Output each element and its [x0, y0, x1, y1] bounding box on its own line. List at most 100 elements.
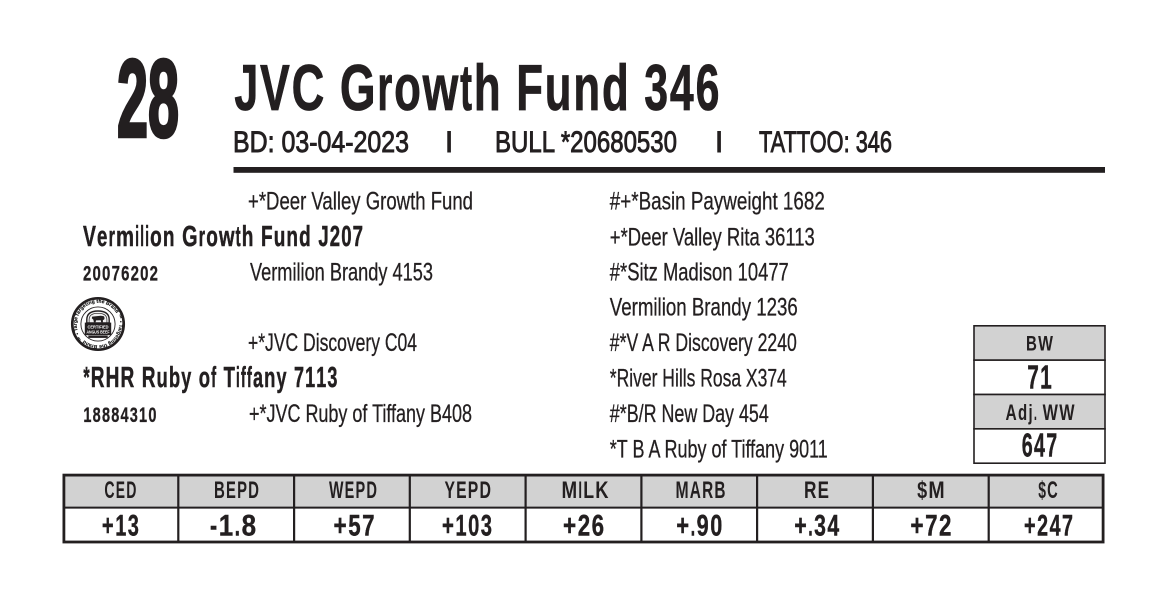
svg-text:+*Deer Valley Rita 36113: +*Deer Valley Rita 36113: [610, 224, 815, 252]
svg-text:r: r: [377, 51, 392, 124]
svg-text:f: f: [247, 362, 252, 394]
svg-text:+: +: [334, 510, 347, 543]
svg-text:7: 7: [112, 262, 120, 285]
svg-text:8: 8: [102, 404, 110, 427]
svg-text:.: .: [691, 510, 696, 543]
svg-text:I: I: [578, 477, 582, 504]
svg-text:W: W: [329, 477, 344, 504]
svg-text:J: J: [234, 51, 258, 124]
svg-text:D: D: [366, 477, 377, 504]
svg-text:R: R: [120, 362, 134, 394]
svg-text:2: 2: [150, 262, 158, 285]
svg-text:Y: Y: [444, 477, 454, 504]
svg-text:+: +: [794, 510, 807, 543]
svg-text:e: e: [97, 221, 107, 253]
svg-text:I: I: [445, 126, 453, 159]
svg-text:0: 0: [710, 510, 722, 543]
svg-text:1: 1: [115, 510, 126, 543]
svg-text:Targeting the Brand ™ • Target: Targeting the Brand ™ • Targeting the Br…: [0, 0, 123, 349]
svg-text:#*V A R Discovery 2240: #*V A R Discovery 2240: [610, 329, 797, 357]
svg-text:D: D: [479, 477, 491, 504]
svg-text:.: .: [808, 510, 812, 543]
svg-text:8: 8: [93, 404, 101, 427]
svg-text:3: 3: [644, 51, 668, 124]
svg-text:1: 1: [1040, 358, 1052, 395]
svg-text:o: o: [394, 51, 421, 124]
svg-text:i: i: [145, 221, 149, 253]
svg-text:4: 4: [121, 404, 129, 427]
svg-text:h: h: [474, 51, 501, 124]
svg-text:2: 2: [83, 262, 91, 285]
svg-text:r: r: [108, 221, 114, 253]
svg-text:C: C: [1047, 477, 1058, 504]
svg-text:M: M: [676, 477, 689, 504]
svg-text:t: t: [460, 51, 472, 124]
svg-text:3: 3: [130, 404, 138, 427]
svg-text:T: T: [224, 362, 235, 394]
svg-text:4: 4: [1050, 510, 1061, 543]
svg-text:7: 7: [925, 510, 937, 543]
svg-text:n: n: [573, 51, 600, 124]
svg-text:C: C: [104, 477, 114, 504]
svg-text:R: R: [702, 477, 713, 504]
svg-text:D: D: [126, 477, 136, 504]
svg-text:j: j: [1028, 400, 1033, 425]
svg-text:BD: 03-04-2023: BD: 03-04-2023: [233, 126, 409, 159]
svg-text:.: .: [1034, 400, 1037, 425]
svg-text:1: 1: [219, 510, 233, 543]
svg-text:7: 7: [362, 510, 374, 543]
svg-text:Vermilion Brandy 1236: Vermilion Brandy 1236: [610, 294, 798, 322]
svg-text:-: -: [210, 510, 217, 543]
svg-text:ANGUS BEEF: ANGUS BEEF: [87, 330, 110, 335]
svg-text:*: *: [83, 362, 90, 394]
svg-text:1: 1: [83, 404, 91, 427]
svg-text:d: d: [602, 51, 629, 124]
svg-text:d: d: [299, 221, 311, 253]
svg-text:1: 1: [305, 362, 315, 394]
svg-text:B: B: [214, 477, 225, 504]
svg-text:7: 7: [1046, 426, 1057, 463]
svg-text:E: E: [345, 477, 355, 504]
svg-text:4: 4: [670, 51, 694, 124]
svg-text:3: 3: [128, 510, 139, 543]
svg-text:2: 2: [330, 221, 340, 253]
svg-text:E: E: [116, 477, 125, 504]
svg-text:F: F: [516, 51, 543, 124]
svg-text:W: W: [1043, 400, 1058, 425]
svg-text:H: H: [106, 362, 120, 394]
svg-text:1: 1: [139, 404, 147, 427]
svg-text:3: 3: [814, 510, 826, 543]
svg-text:d: d: [1018, 400, 1027, 425]
svg-text:B: B: [1026, 333, 1037, 356]
svg-text:V: V: [83, 221, 96, 253]
svg-text:F: F: [261, 221, 273, 253]
svg-text:m: m: [116, 221, 134, 253]
svg-text:4: 4: [1034, 426, 1045, 463]
svg-text:+: +: [1024, 510, 1036, 543]
svg-text:7: 7: [1027, 358, 1039, 395]
svg-text:3: 3: [327, 362, 337, 394]
svg-text:G: G: [340, 51, 376, 124]
svg-text:b: b: [169, 362, 180, 394]
svg-text:+: +: [442, 510, 454, 543]
svg-text:l: l: [140, 221, 144, 253]
svg-text:+*Deer Valley Growth Fund: +*Deer Valley Growth Fund: [248, 187, 473, 215]
svg-text:#*Sitz Madison 10477: #*Sitz Madison 10477: [610, 258, 789, 286]
svg-text:8: 8: [111, 404, 119, 427]
svg-text:V: V: [260, 51, 290, 124]
svg-text:0: 0: [468, 510, 479, 543]
svg-text:0: 0: [148, 404, 156, 427]
svg-text:7: 7: [294, 362, 304, 394]
svg-text:2: 2: [578, 510, 590, 543]
svg-text:+*JVC Ruby of Tiffany B408: +*JVC Ruby of Tiffany B408: [249, 400, 472, 428]
svg-text:u: u: [545, 51, 572, 124]
svg-text:P: P: [237, 477, 247, 504]
svg-text:E: E: [456, 477, 466, 504]
svg-text:6: 6: [696, 51, 720, 124]
svg-text:6: 6: [1022, 426, 1033, 463]
svg-text:7: 7: [1062, 510, 1073, 543]
svg-text:y: y: [181, 362, 191, 394]
svg-text:28: 28: [117, 38, 179, 161]
svg-text:BULL *20680530: BULL *20680530: [495, 126, 677, 159]
svg-text:#+*Basin Payweight 1682: #+*Basin Payweight 1682: [610, 187, 825, 215]
